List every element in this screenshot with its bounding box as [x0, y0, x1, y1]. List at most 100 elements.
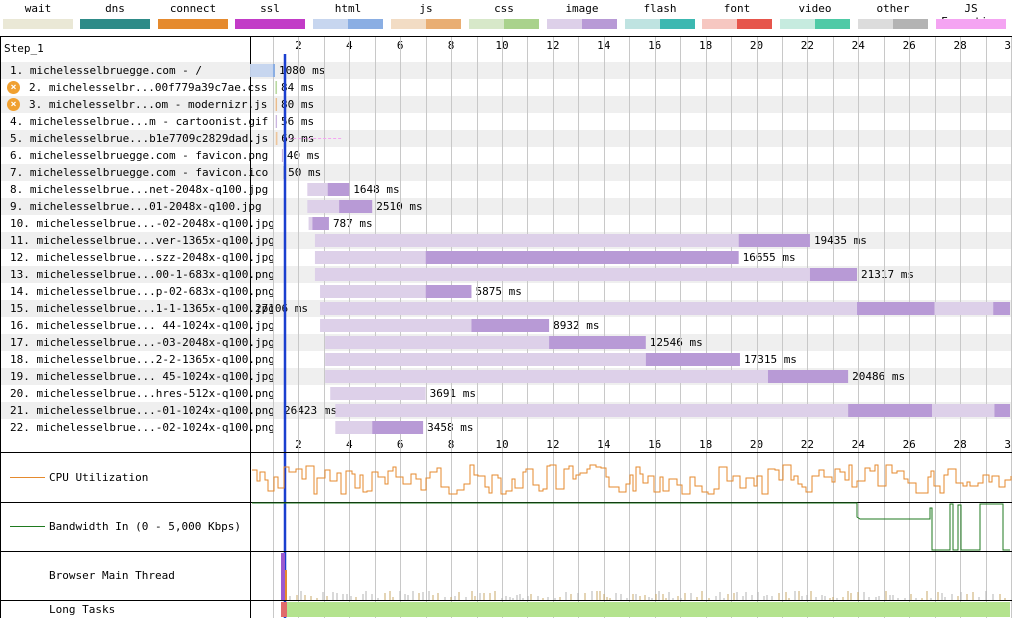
- request-label: 16. michelesselbrue... 44-1024x-q100.jpg: [10, 319, 275, 332]
- axis-tick-top: 6: [396, 39, 404, 52]
- main-thread-label: Browser Main Thread: [49, 569, 175, 582]
- legend: wait dns connect ssl html js css image flash font…: [0, 0, 1012, 36]
- request-label: 5. michelesselbrue...b1e7709c2829dad.js: [10, 132, 269, 145]
- request-label: 22. michelesselbrue...-02-1024x-q100.png: [10, 421, 275, 434]
- request-label: 11. michelesselbrue...ver-1365x-q100.jpg: [10, 234, 275, 247]
- request-bar-download: [275, 115, 277, 128]
- legend-item-html: html: [313, 0, 383, 32]
- request-label: 15. michelesselbrue...1-1-1365x-q100.jpg: [10, 302, 275, 315]
- main-thread-burst: [285, 570, 287, 600]
- request-label: 18. michelesselbrue...2-2-1365x-q100.png: [10, 353, 275, 366]
- axis-tick-top: 28: [953, 39, 967, 52]
- axis-tick-top: 8: [447, 39, 455, 52]
- request-label: 10. michelesselbrue...-02-2048x-q100.jpg: [10, 217, 275, 230]
- axis-tick-bottom: 14: [597, 438, 611, 451]
- axis-tick-top: 26: [902, 39, 916, 52]
- request-duration: 16655 ms: [742, 251, 796, 264]
- legend-label: wait: [24, 2, 52, 15]
- request-duration: 1648 ms: [353, 183, 400, 196]
- legend-swatch: [469, 19, 539, 29]
- legend-swatch: [547, 19, 617, 29]
- error-icon: ×: [7, 98, 20, 111]
- request-duration: 20486 ms: [852, 370, 906, 383]
- request-bar-download: [308, 217, 313, 230]
- step-label: Step_1: [4, 42, 44, 55]
- request-label: 8. michelesselbrue...net-2048x-q100.jpg: [10, 183, 269, 196]
- request-bar-download: [325, 353, 646, 366]
- legend-swatch: [780, 19, 850, 29]
- legend-item-flash: flash: [625, 0, 695, 32]
- request-bar-content: [372, 421, 424, 434]
- request-label: 4. michelesselbrue...m - cartoonist.gif: [10, 115, 269, 128]
- axis-tick-bottom: 18: [698, 438, 713, 451]
- request-duration: 26423 ms: [284, 404, 337, 417]
- request-bar-content: [471, 319, 550, 332]
- legend-label: other: [876, 2, 910, 15]
- request-bar-content: [276, 81, 278, 94]
- request-duration: 3458 ms: [427, 421, 474, 434]
- axis-tick-bottom: 22: [800, 438, 815, 451]
- legend-item-connect: connect: [158, 0, 228, 32]
- axis-tick-top: 12: [546, 39, 560, 52]
- request-duration: 21317 ms: [861, 268, 914, 281]
- request-duration: 787 ms: [332, 217, 373, 230]
- request-bar-download: [320, 319, 472, 332]
- request-duration: 12546 ms: [649, 336, 703, 349]
- request-bar-download: [335, 421, 373, 434]
- legend-label: font: [723, 2, 751, 15]
- legend-item-font: font: [702, 0, 772, 32]
- request-duration: 27106 ms: [255, 302, 308, 315]
- request-duration: 5875 ms: [475, 285, 522, 298]
- request-label: 19. michelesselbrue... 45-1024x-q100.jpg: [10, 370, 275, 383]
- cpu-utilization-trace: [252, 464, 1012, 495]
- axis-tick-bottom: 4: [345, 438, 353, 451]
- request-label: 12. michelesselbrue...szz-2048x-q100.jpg: [10, 251, 275, 264]
- request-bar-download: [274, 81, 277, 94]
- bandwidth-label: Bandwidth In (0 - 5,000 Kbps): [49, 520, 242, 533]
- legend-swatch: [625, 19, 695, 29]
- axis-tick-top: 14: [597, 39, 611, 52]
- axis-tick-bottom: 6: [396, 438, 404, 451]
- request-duration: 1080 ms: [278, 64, 326, 77]
- legend-label: connect: [169, 2, 217, 15]
- legend-item-ssl: ssl: [235, 0, 305, 32]
- request-duration: 17315 ms: [743, 353, 797, 366]
- legend-swatch: [391, 19, 461, 29]
- axis-tick-top: 16: [648, 39, 662, 52]
- request-bar-content: [276, 115, 278, 128]
- legend-item-image: image: [547, 0, 617, 32]
- legend-swatch: [80, 19, 150, 29]
- request-bar-download: [281, 149, 283, 162]
- legend-label: css: [494, 2, 514, 15]
- request-label: 21. michelesselbrue...-01-1024x-q100.png: [10, 404, 275, 417]
- request-label: 9. michelesselbrue...01-2048x-q100.jpg: [10, 200, 262, 213]
- legend-item-wait: wait: [3, 0, 73, 32]
- legend-swatch: [158, 19, 228, 29]
- legend-label: image: [565, 2, 599, 15]
- request-duration: 50 ms: [288, 166, 322, 179]
- legend-item-other: other: [858, 0, 928, 32]
- long-tasks-label: Long Tasks: [49, 603, 116, 616]
- legend-swatch: [3, 19, 73, 29]
- row-background: [0, 130, 1012, 147]
- request-bar-content: [425, 285, 472, 298]
- cpu-label: CPU Utilization: [49, 471, 149, 484]
- axis-tick-top: 30: [1004, 39, 1012, 52]
- axis-tick-top: 20: [749, 39, 764, 52]
- legend-label: dns: [105, 2, 125, 15]
- request-bar-download: [320, 285, 426, 298]
- legend-label: video: [798, 2, 832, 15]
- axis-tick-bottom: 16: [648, 438, 662, 451]
- legend-swatch: [235, 19, 305, 29]
- legend-item-video: video: [780, 0, 850, 32]
- legend-item-css: css: [469, 0, 539, 32]
- error-icon: ×: [7, 81, 20, 94]
- axis-tick-bottom: 26: [902, 438, 916, 451]
- axis-tick-top: 2: [295, 39, 302, 52]
- request-label: 3. michelesselbr...om - modernizr.js: [29, 98, 268, 111]
- request-bar-download: [330, 387, 426, 400]
- legend-item-js: js: [391, 0, 461, 32]
- request-bar-content: [312, 217, 329, 230]
- legend-item-dns: dns: [80, 0, 150, 32]
- request-label: 7. michelesselbruegge.com - favicon.ico: [10, 166, 269, 179]
